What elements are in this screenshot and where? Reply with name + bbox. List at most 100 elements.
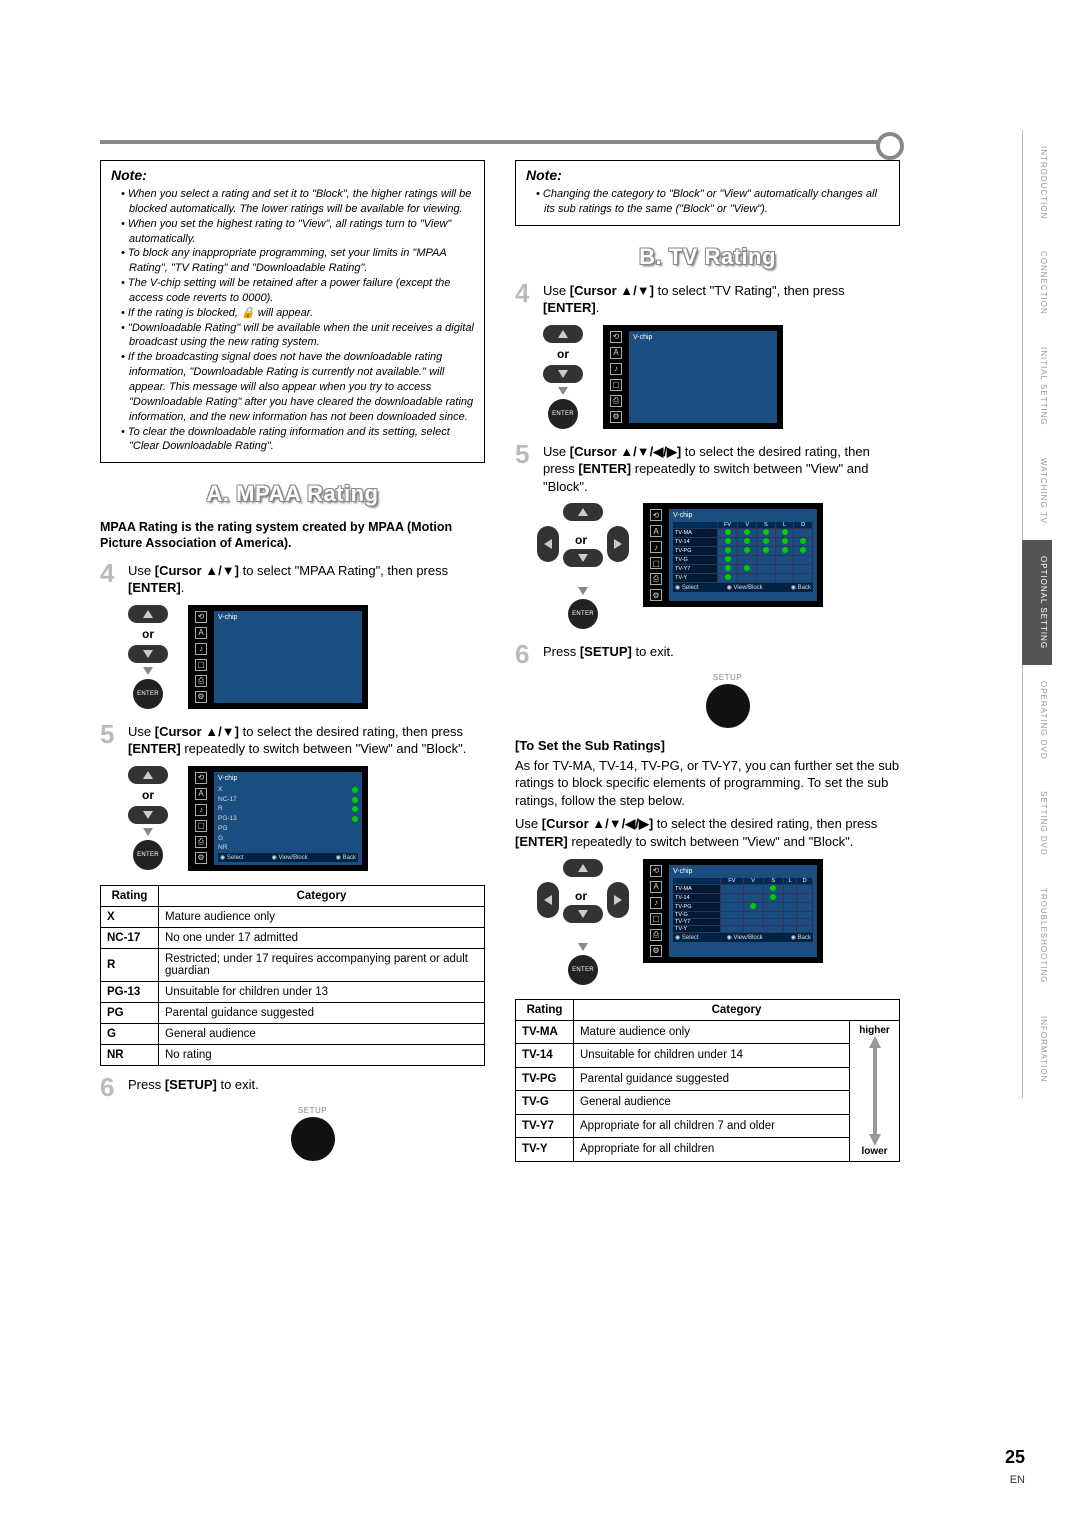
menu-icon: ♪ — [650, 897, 662, 909]
table-cell: Parental guidance suggested — [159, 1003, 485, 1024]
note-item: The V-chip setting will be retained afte… — [121, 276, 474, 306]
footer-back: Back — [343, 855, 356, 861]
grid-row: TV-14 — [673, 538, 717, 547]
table-cell: Appropriate for all children 7 and older — [574, 1114, 850, 1138]
arrow-down-icon — [578, 943, 588, 951]
note-item: To clear the downloadable rating informa… — [121, 425, 474, 455]
page-number: 25 — [1005, 1447, 1025, 1468]
remote-up-down: or ENTER — [128, 605, 168, 709]
menu-icon: ⚙ — [650, 589, 662, 601]
down-button — [543, 365, 583, 383]
table-cell: PG — [101, 1003, 159, 1024]
mpaa-intro: MPAA Rating is the rating system created… — [100, 519, 485, 552]
table-cell: No rating — [159, 1045, 485, 1066]
left-button — [537, 882, 559, 918]
step-4: 4 Use [Cursor ▲/▼] to select "MPAA Ratin… — [100, 562, 485, 597]
table-cell: R — [101, 949, 159, 982]
setup-button-block: SETUP — [555, 673, 900, 728]
menu-icon: A — [195, 788, 207, 800]
table-cell: TV-14 — [516, 1044, 574, 1068]
list-item: R — [218, 804, 223, 814]
arrow-down-icon — [143, 828, 153, 836]
table-cell: NC-17 — [101, 928, 159, 949]
sub-ratings-heading: [To Set the Sub Ratings] — [515, 738, 900, 753]
footer-select: Select — [682, 585, 699, 591]
setup-label: SETUP — [713, 673, 742, 682]
table-cell: TV-Y — [516, 1138, 574, 1162]
step-text: Press [SETUP] to exit. — [543, 643, 900, 666]
menu-icon: ♪ — [195, 804, 207, 816]
arrow-cell: higher lower — [850, 1020, 900, 1161]
or-label: or — [142, 788, 154, 802]
step-number: 6 — [100, 1076, 120, 1099]
table-cell: Mature audience only — [159, 907, 485, 928]
menu-icon: ⚙ — [650, 945, 662, 957]
remote-up-down: or ENTER — [543, 325, 583, 429]
side-tabs: INTRODUCTION CONNECTION INITIAL SETTING … — [1022, 130, 1052, 1098]
menu-icon: ▢ — [610, 379, 622, 391]
menu-icon: ⚙ — [195, 852, 207, 864]
status-dot — [352, 787, 358, 793]
footer-back: Back — [798, 585, 811, 591]
up-button — [128, 605, 168, 623]
panel-title: V-chip — [218, 614, 358, 621]
step-number: 5 — [515, 443, 535, 496]
table-cell: PG-13 — [101, 982, 159, 1003]
panel-title: V-chip — [218, 775, 358, 782]
footer-back: Back — [798, 935, 811, 941]
table-cell: TV-G — [516, 1091, 574, 1115]
tv-screen-grid: ⟲ A ♪ ▢ ⎙ ⚙ V-chip FVVSLD TV-MA TV-14 TV… — [643, 503, 823, 607]
grid-row: TV-G — [673, 556, 717, 565]
setup-button — [706, 684, 750, 728]
lower-label: lower — [861, 1146, 887, 1157]
footer-viewblock: View/Block — [734, 935, 763, 941]
down-button — [128, 645, 168, 663]
enter-button: ENTER — [133, 840, 163, 870]
footer-viewblock: View/Block — [279, 855, 308, 861]
table-cell: Mature audience only — [574, 1020, 850, 1044]
tab-optional-setting: OPTIONAL SETTING — [1022, 540, 1052, 665]
th-rating: Rating — [516, 999, 574, 1020]
or-label: or — [142, 627, 154, 641]
menu-icon: ⟲ — [650, 509, 662, 521]
grid-row: TV-PG — [673, 547, 717, 556]
note-item: When you select a rating and set it to "… — [121, 187, 474, 217]
setup-label: SETUP — [298, 1106, 327, 1115]
panel-title: V-chip — [673, 868, 813, 875]
note-item: If the rating is blocked, 🔒 will appear. — [121, 306, 474, 321]
up-button — [563, 503, 603, 521]
remote-cross: or ENTER — [543, 503, 623, 629]
tab-connection: CONNECTION — [1022, 235, 1052, 331]
remote-up-down: or ENTER — [128, 766, 168, 870]
grid-row: TV-PG — [673, 902, 721, 911]
or-label: or — [557, 347, 569, 361]
table-cell: NR — [101, 1045, 159, 1066]
tab-information: INFORMATION — [1022, 1000, 1052, 1098]
table-cell: Unsuitable for children under 13 — [159, 982, 485, 1003]
remote-cross: or ENTER — [543, 859, 623, 985]
up-button — [128, 766, 168, 784]
right-column: Note: Changing the category to "Block" o… — [515, 160, 900, 1172]
screen-footer: ◉ Select ◉ View/Block ◉ Back — [218, 853, 358, 862]
grid-row: TV-14 — [673, 893, 721, 902]
screen-footer: ◉ Select ◉ View/Block ◉ Back — [673, 583, 813, 592]
th-rating: Rating — [101, 886, 159, 907]
menu-icon: ⎙ — [195, 675, 207, 687]
higher-label: higher — [859, 1025, 890, 1036]
enter-button: ENTER — [568, 955, 598, 985]
arrow-down-icon — [558, 387, 568, 395]
table-cell: X — [101, 907, 159, 928]
table-cell: No one under 17 admitted — [159, 928, 485, 949]
up-button — [563, 859, 603, 877]
grid-row: TV-Y7 — [673, 565, 717, 574]
menu-icon: ♪ — [650, 541, 662, 553]
down-button — [128, 806, 168, 824]
tv-screen: ⟲ A ♪ ▢ ⎙ ⚙ V-chip — [188, 605, 368, 709]
right-button — [607, 526, 629, 562]
step-number: 4 — [100, 562, 120, 597]
mpaa-list: X NC-17 R PG-13 PG G NR — [218, 785, 358, 853]
tab-watching-tv: WATCHING TV — [1022, 442, 1052, 540]
diagram-step5: or ENTER ⟲ A ♪ ▢ ⎙ ⚙ V-chip X NC-17 R PG… — [128, 766, 485, 871]
table-cell: G — [101, 1024, 159, 1045]
menu-icon: ⎙ — [650, 929, 662, 941]
